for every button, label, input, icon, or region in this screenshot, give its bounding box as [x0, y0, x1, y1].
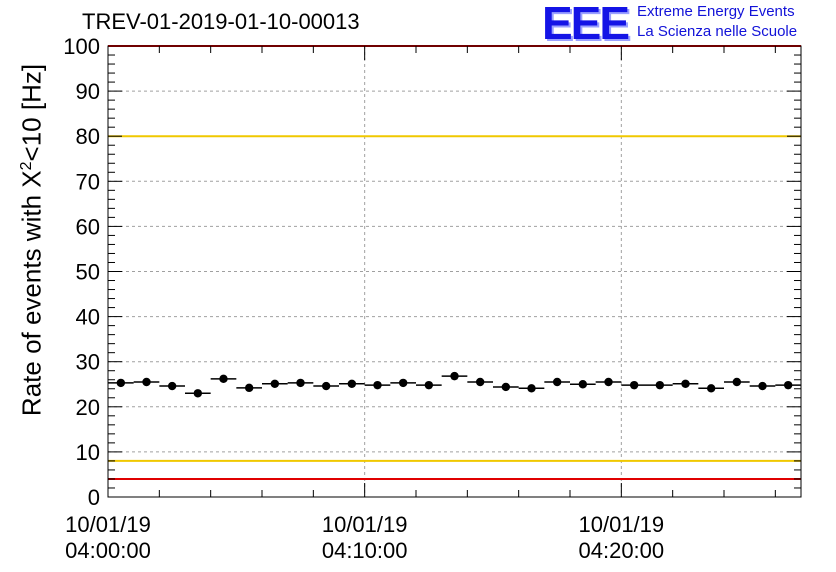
reference-lines: [108, 45, 801, 480]
data-point: [398, 378, 408, 388]
y-tick-label: 60: [76, 214, 100, 239]
data-point: [167, 381, 177, 391]
data-point: [501, 382, 511, 392]
data-point-group: [544, 377, 570, 387]
data-point: [758, 381, 767, 391]
data-point-group: [698, 384, 724, 393]
x-tick-label-date: 10/01/19: [322, 512, 408, 537]
grid-lines: [108, 46, 801, 497]
data-point-group: [672, 379, 699, 388]
data-point-group: [724, 377, 750, 387]
data-point-group: [262, 379, 288, 388]
y-axis-label-superscript: 2: [17, 161, 35, 171]
data-point-group: [518, 384, 545, 393]
data-point-group: [570, 380, 596, 389]
y-tick-labels: 0 10 20 30 40 50 60 70 80 90 100: [63, 34, 100, 510]
data-series: [108, 371, 801, 398]
y-tick-label: 10: [76, 440, 100, 465]
data-point-group: [313, 381, 339, 391]
data-point-group: [416, 380, 442, 390]
data-point-group: [390, 378, 416, 388]
data-point: [475, 377, 485, 387]
x-tick-label-time: 04:00:00: [65, 538, 151, 563]
x-tick-label-time: 04:20:00: [579, 538, 665, 563]
data-point: [321, 381, 331, 391]
data-point-group: [185, 389, 211, 398]
y-tick-label: 90: [76, 79, 100, 104]
data-point-group: [159, 381, 185, 391]
data-point: [732, 377, 742, 387]
data-point: [629, 380, 639, 390]
data-point-group: [108, 378, 134, 388]
y-tick-label: 100: [63, 34, 100, 59]
data-point-group: [287, 378, 314, 388]
data-point: [578, 380, 588, 389]
data-point: [142, 377, 151, 387]
data-point-group: [621, 380, 647, 390]
y-tick-label: 80: [76, 124, 100, 149]
data-point-group: [647, 380, 673, 390]
data-point: [296, 378, 305, 388]
data-point: [270, 379, 280, 388]
logo-line-1: Extreme Energy Events: [637, 3, 795, 20]
data-point: [527, 384, 536, 393]
data-point-group: [364, 380, 391, 390]
data-point: [373, 380, 382, 390]
data-point: [219, 374, 228, 384]
run-title: TREV-01-2019-01-10-00013: [82, 9, 360, 34]
x-tick-label-date: 10/01/19: [65, 512, 151, 537]
eee-logo-mark: EEE: [542, 0, 630, 49]
x-tick-label-time: 04:10:00: [322, 538, 408, 563]
data-point-group: [749, 381, 776, 391]
data-point-group: [236, 383, 262, 393]
data-point: [655, 380, 665, 390]
y-tick-label: 50: [76, 260, 100, 285]
data-point-group: [133, 377, 160, 387]
y-tick-label: 0: [88, 485, 100, 510]
data-point: [116, 378, 126, 388]
plot-frame: [107, 45, 802, 498]
data-point: [552, 377, 562, 387]
x-tick-labels: 10/01/1904:00:0010/01/1904:10:0010/01/19…: [65, 512, 664, 563]
data-point-group: [339, 379, 365, 388]
data-point-group: [595, 377, 622, 387]
y-tick-label: 70: [76, 169, 100, 194]
y-tick-label: 40: [76, 305, 100, 330]
y-axis-label-suffix: <10 [Hz]: [16, 63, 47, 162]
y-tick-label: 30: [76, 350, 100, 375]
data-point: [783, 380, 793, 390]
data-point: [706, 384, 716, 393]
data-point: [424, 380, 434, 390]
data-point: [347, 379, 357, 388]
data-point-group: [775, 380, 801, 390]
data-point-group: [441, 371, 468, 381]
y-axis-label-prefix: Rate of events with X: [16, 170, 47, 417]
data-point: [450, 371, 459, 381]
data-point: [681, 379, 690, 388]
x-tick-label-date: 10/01/19: [579, 512, 665, 537]
logo-line-2: La Scienza nelle Scuole: [637, 23, 798, 40]
data-point: [604, 377, 613, 387]
data-point-group: [493, 382, 519, 392]
y-tick-label: 20: [76, 395, 100, 420]
data-point: [193, 389, 203, 398]
data-point-group: [467, 377, 493, 387]
data-point: [244, 383, 254, 393]
data-point-group: [210, 374, 237, 384]
